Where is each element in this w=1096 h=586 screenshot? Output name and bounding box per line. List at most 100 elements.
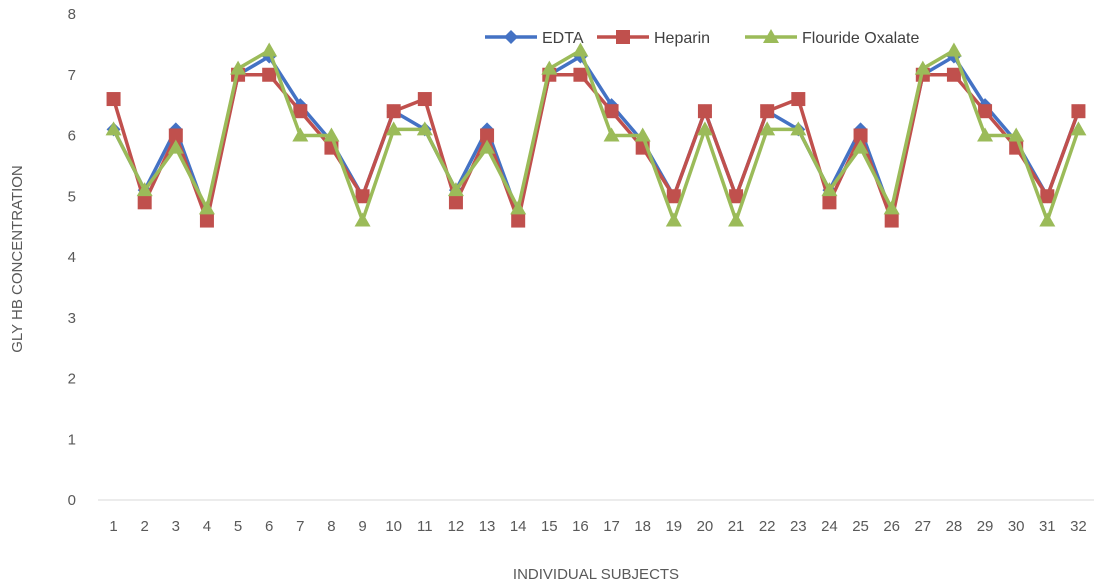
data-point — [665, 212, 682, 227]
legend-marker — [763, 29, 779, 43]
x-tick-label: 24 — [821, 518, 838, 535]
data-point — [603, 127, 620, 142]
x-tick-label: 21 — [728, 518, 745, 535]
legend-item: EDTA — [485, 30, 584, 47]
data-point — [417, 92, 432, 107]
data-point — [198, 200, 215, 215]
x-tick-label: 23 — [790, 518, 807, 535]
data-point — [105, 121, 122, 136]
data-point — [230, 60, 247, 75]
data-point — [511, 213, 526, 228]
data-point — [914, 60, 931, 75]
legend-item: Flouride Oxalate — [745, 29, 919, 47]
x-tick-label: 9 — [358, 518, 366, 535]
y-tick-label: 7 — [68, 67, 76, 84]
data-point — [573, 67, 588, 82]
series-line — [112, 48, 1081, 223]
data-point — [106, 92, 121, 107]
data-point — [168, 128, 183, 143]
x-tick-label: 29 — [977, 518, 994, 535]
x-tick-label: 11 — [417, 518, 433, 535]
data-point — [604, 104, 619, 119]
data-point — [697, 104, 712, 119]
data-point — [541, 60, 558, 75]
legend-item: Heparin — [597, 30, 710, 47]
x-tick-label: 32 — [1070, 518, 1087, 535]
data-point — [199, 213, 214, 228]
y-tick-label: 1 — [68, 431, 76, 448]
data-point — [977, 127, 994, 142]
data-point — [354, 212, 371, 227]
data-point — [448, 195, 463, 210]
legend-label: Heparin — [654, 30, 710, 47]
data-point — [510, 200, 527, 215]
data-point — [323, 127, 340, 142]
x-tick-label: 8 — [327, 518, 335, 535]
x-tick-label: 12 — [448, 518, 465, 535]
y-tick-label: 8 — [68, 6, 76, 23]
data-point — [479, 139, 496, 154]
data-point — [1070, 121, 1087, 136]
x-tick-label: 14 — [510, 518, 527, 535]
data-point — [945, 42, 962, 57]
data-point — [167, 139, 184, 154]
legend-marker — [616, 30, 630, 44]
x-tick-label: 1 — [109, 518, 117, 535]
data-point — [416, 121, 433, 136]
data-point — [946, 67, 961, 82]
x-axis-title: INDIVIDUAL SUBJECTS — [513, 566, 679, 583]
data-point — [728, 212, 745, 227]
series-flouride-oxalate — [105, 42, 1087, 227]
data-point — [1008, 127, 1025, 142]
data-point — [790, 121, 807, 136]
data-point — [852, 139, 869, 154]
series-line — [112, 54, 1081, 217]
y-tick-label: 6 — [68, 128, 76, 145]
x-tick-label: 10 — [385, 518, 402, 535]
y-tick-label: 5 — [68, 188, 76, 205]
data-point — [1071, 104, 1086, 119]
data-point — [666, 189, 681, 204]
x-tick-label: 5 — [234, 518, 242, 535]
x-tick-label: 2 — [141, 518, 149, 535]
data-point — [853, 128, 868, 143]
x-tick-label: 28 — [946, 518, 963, 535]
x-axis-ticks: 1 2 3 4 5 6 7 8 9 10 11 12 13 14 15 16 17 18 19 20 21 22 23 24 2… — [109, 518, 1086, 535]
series-layer — [105, 42, 1087, 228]
x-tick-label: 18 — [634, 518, 651, 535]
data-point — [760, 104, 775, 119]
x-tick-label: 19 — [665, 518, 682, 535]
data-point — [696, 121, 713, 136]
data-point — [292, 127, 309, 142]
legend-marker — [504, 30, 518, 44]
data-point — [884, 213, 899, 228]
x-tick-label: 4 — [203, 518, 211, 535]
y-axis-title: GLY HB CONCENTRATION — [9, 165, 26, 353]
x-tick-label: 6 — [265, 518, 273, 535]
legend-label: Flouride Oxalate — [802, 30, 919, 47]
x-tick-label: 15 — [541, 518, 558, 535]
data-point — [822, 195, 837, 210]
data-point — [791, 92, 806, 107]
data-point — [978, 104, 993, 119]
y-tick-label: 4 — [68, 249, 76, 266]
x-tick-label: 3 — [172, 518, 180, 535]
data-point — [293, 104, 308, 119]
data-point — [136, 182, 153, 197]
data-point — [137, 195, 152, 210]
y-tick-label: 0 — [68, 492, 76, 509]
x-tick-label: 26 — [883, 518, 900, 535]
x-tick-label: 22 — [759, 518, 776, 535]
y-tick-label: 3 — [68, 310, 76, 327]
x-tick-label: 31 — [1039, 518, 1056, 535]
data-point — [447, 182, 464, 197]
data-point — [572, 42, 589, 57]
data-point — [480, 128, 495, 143]
data-point — [1039, 212, 1056, 227]
data-point — [385, 121, 402, 136]
x-tick-label: 27 — [914, 518, 931, 535]
legend-label: EDTA — [542, 30, 584, 47]
x-tick-label: 30 — [1008, 518, 1025, 535]
data-point — [634, 127, 651, 142]
data-point — [759, 121, 776, 136]
